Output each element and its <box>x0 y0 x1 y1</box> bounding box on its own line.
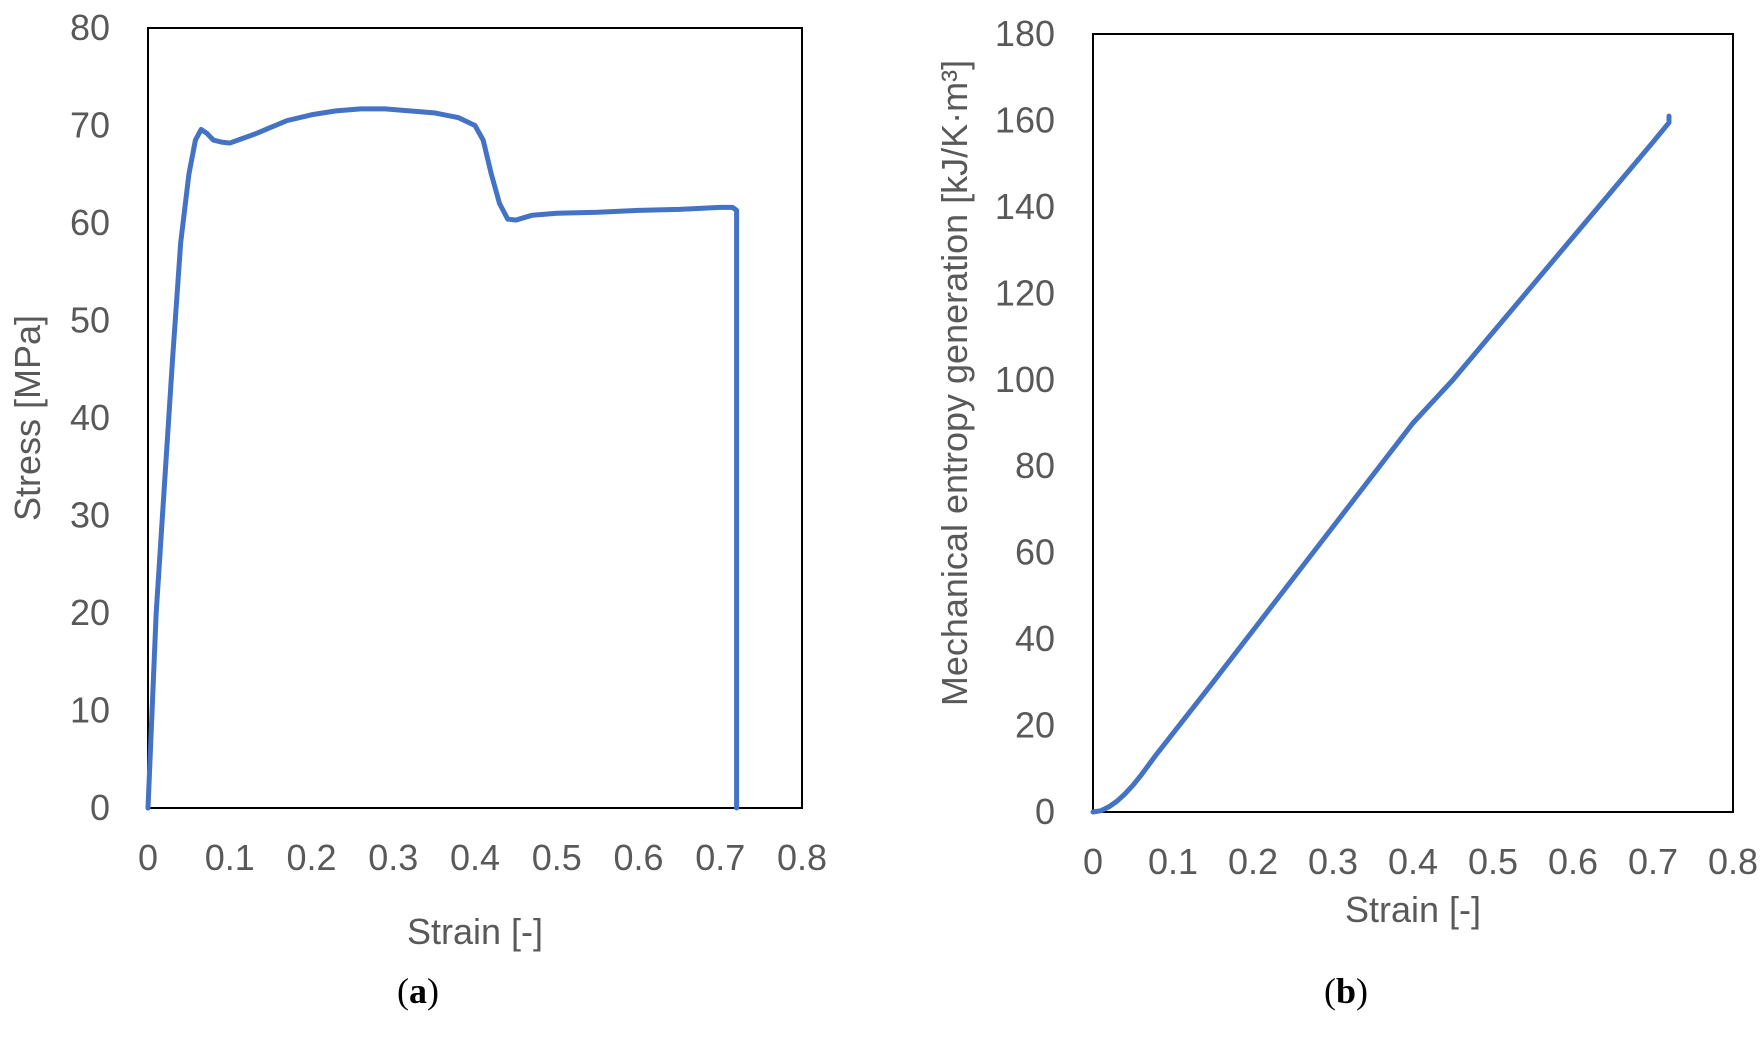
y-tick-label: 40 <box>1015 618 1055 659</box>
x-tick-label: 0.7 <box>695 837 745 878</box>
panel-label: (b) <box>1324 971 1368 1011</box>
chart-panel-b: 0 0.1 0.2 0.3 0.4 0.5 0.6 0.7 0.8 0 20 40 60 80 100 12… <box>934 13 1758 1011</box>
y-tick-label: 20 <box>70 592 110 633</box>
y-tick-label: 0 <box>1035 791 1055 832</box>
y-tick-label: 80 <box>70 7 110 48</box>
x-tick-label: 0.6 <box>613 837 663 878</box>
x-tick-labels: 0 0.1 0.2 0.3 0.4 0.5 0.6 0.7 0.8 <box>138 837 827 878</box>
x-axis-title: Strain [-] <box>1345 889 1481 930</box>
y-tick-label: 70 <box>70 105 110 146</box>
y-tick-label: 0 <box>90 787 110 828</box>
x-tick-label: 0.5 <box>532 837 582 878</box>
x-tick-label: 0.6 <box>1548 841 1598 882</box>
x-tick-label: 0.8 <box>777 837 827 878</box>
y-axis-title: Stress [MPa] <box>7 315 48 521</box>
y-tick-label: 60 <box>1015 532 1055 573</box>
y-tick-label: 30 <box>70 495 110 536</box>
panel-label: (a) <box>397 971 439 1011</box>
x-tick-label: 0.2 <box>1228 841 1278 882</box>
y-tick-label: 180 <box>995 13 1055 54</box>
x-tick-label: 0.7 <box>1628 841 1678 882</box>
y-tick-label: 40 <box>70 397 110 438</box>
panel-label-letter: a <box>409 971 427 1011</box>
y-tick-label: 10 <box>70 690 110 731</box>
y-tick-label: 20 <box>1015 705 1055 746</box>
plot-area-frame <box>147 27 803 809</box>
chart-panel-a: 0 0.1 0.2 0.3 0.4 0.5 0.6 0.7 0.8 0 10 20 30 40 50 60 7… <box>7 7 827 1011</box>
y-tick-label: 120 <box>995 272 1055 313</box>
y-tick-label: 140 <box>995 186 1055 227</box>
y-tick-labels: 0 20 40 60 80 100 120 140 160 180 <box>995 13 1055 832</box>
y-tick-label: 60 <box>70 202 110 243</box>
x-tick-label: 0.1 <box>1148 841 1198 882</box>
x-tick-label: 0.4 <box>450 837 500 878</box>
x-tick-label: 0.1 <box>205 837 255 878</box>
x-axis-title: Strain [-] <box>407 911 543 952</box>
x-tick-label: 0.3 <box>368 837 418 878</box>
y-tick-label: 160 <box>995 99 1055 140</box>
y-axis-title: Mechanical entropy generation [kJ/K·m³] <box>934 60 975 706</box>
y-tick-label: 80 <box>1015 445 1055 486</box>
y-tick-label: 50 <box>70 300 110 341</box>
x-tick-label: 0.4 <box>1388 841 1438 882</box>
x-tick-label: 0.5 <box>1468 841 1518 882</box>
series-line-0 <box>1090 113 1672 815</box>
panel-label-letter: b <box>1336 971 1356 1011</box>
x-tick-label: 0 <box>1083 841 1103 882</box>
y-tick-labels: 0 10 20 30 40 50 60 70 80 <box>70 7 110 828</box>
x-tick-labels: 0 0.1 0.2 0.3 0.4 0.5 0.6 0.7 0.8 <box>1083 841 1758 882</box>
x-tick-label: 0.2 <box>286 837 336 878</box>
x-tick-label: 0.8 <box>1708 841 1758 882</box>
y-tick-label: 100 <box>995 359 1055 400</box>
plot-area-frame <box>1092 33 1734 813</box>
series-group <box>1090 113 1672 815</box>
series-line-0 <box>145 106 740 811</box>
series-group <box>145 106 740 811</box>
x-tick-label: 0 <box>138 837 158 878</box>
x-tick-label: 0.3 <box>1308 841 1358 882</box>
